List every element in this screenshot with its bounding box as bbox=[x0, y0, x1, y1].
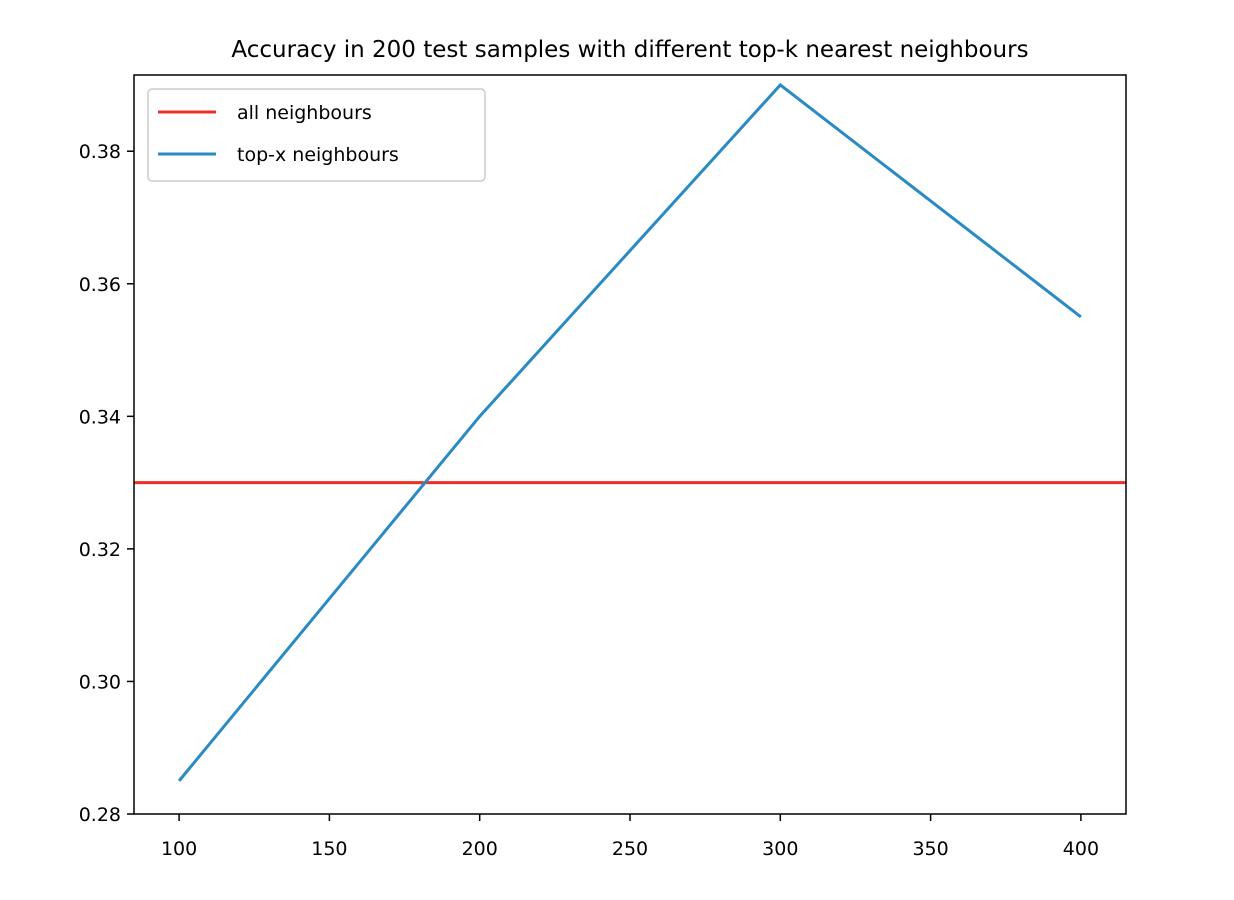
plot-series bbox=[134, 82, 1126, 782]
x-tick-label: 400 bbox=[1063, 838, 1099, 860]
legend-label-top-x-neighbours: top-x neighbours bbox=[237, 144, 399, 166]
y-tick-label: 0.32 bbox=[79, 539, 121, 561]
legend-label-all-neighbours: all neighbours bbox=[237, 102, 372, 124]
y-tick-label: 0.30 bbox=[79, 671, 121, 693]
x-tick-label: 300 bbox=[762, 838, 798, 860]
y-tick-label: 0.34 bbox=[79, 406, 121, 428]
plot-area-frame bbox=[133, 74, 1127, 815]
x-tick-label: 150 bbox=[311, 838, 347, 860]
x-tick-label: 200 bbox=[462, 838, 498, 860]
x-tick-label: 100 bbox=[161, 838, 197, 860]
legend: all neighbours top-x neighbours bbox=[147, 88, 486, 182]
legend-frame bbox=[147, 88, 486, 182]
y-tick-label: 0.36 bbox=[79, 274, 121, 296]
x-tick-label: 350 bbox=[912, 838, 948, 860]
series-line-top-x-neighbours bbox=[177, 82, 1082, 782]
x-axis-ticks: 100 150 200 250 300 350 400 bbox=[161, 814, 1099, 860]
x-tick-label: 250 bbox=[612, 838, 648, 860]
y-tick-label: 0.38 bbox=[79, 141, 121, 163]
y-tick-label: 0.28 bbox=[79, 804, 121, 826]
chart-title: Accuracy in 200 test samples with differ… bbox=[231, 37, 1028, 63]
y-axis-ticks: 0.28 0.30 0.32 0.34 0.36 0.38 bbox=[79, 141, 134, 826]
